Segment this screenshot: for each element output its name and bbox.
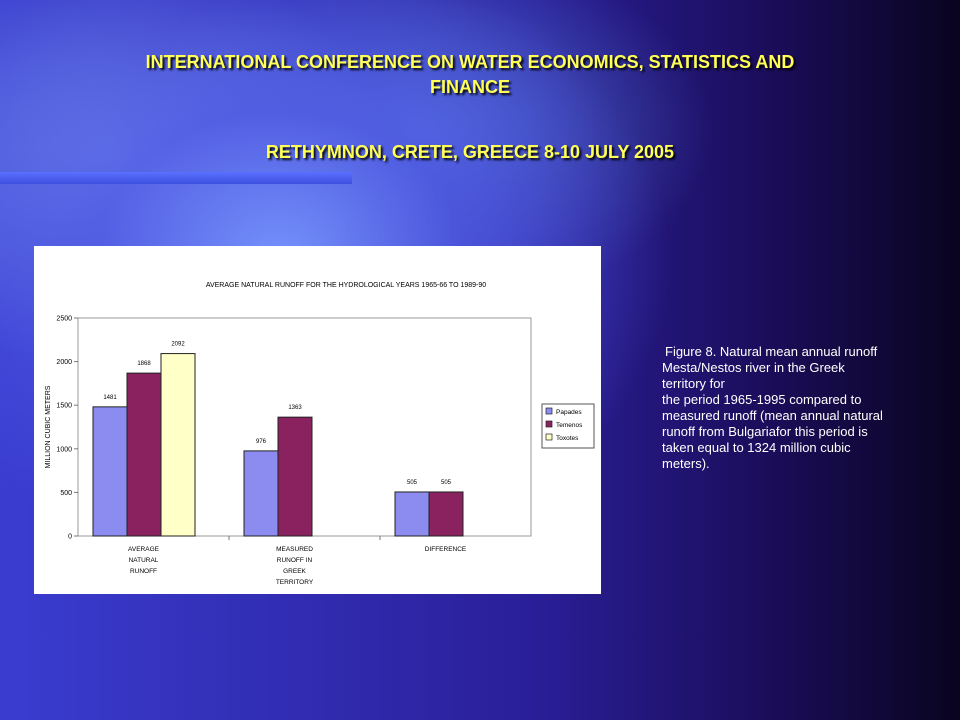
data-label: 2092 [171, 342, 185, 348]
slide-title-line-1: INTERNATIONAL CONFERENCE ON WATER ECONOM… [145, 52, 795, 72]
slide-title-line-2: FINANCE [430, 77, 510, 97]
caption-line: meters). [662, 456, 710, 471]
legend-swatch-temenos [545, 420, 553, 428]
bar-papades [394, 491, 430, 537]
x-category-label: DIFFERENCE [425, 546, 467, 553]
data-label: 505 [441, 480, 452, 486]
caption-line: Mesta/Nestos river in the Greek [662, 360, 845, 375]
x-category-label: AVERAGE [128, 546, 160, 553]
bar-papades [92, 406, 128, 537]
caption-line: measured runoff (mean annual natural [662, 408, 883, 423]
bar-temenos [277, 416, 313, 537]
data-label: 1363 [288, 405, 302, 411]
figure-caption: Figure 8. Natural mean annual runoff Mest… [662, 344, 942, 472]
data-label: 976 [256, 439, 267, 445]
runoff-bar-chart: AVERAGE NATURAL RUNOFF FOR THE HYDROLOGI… [45, 282, 595, 586]
y-tick-label: 1500 [56, 403, 72, 410]
bar-temenos [126, 372, 162, 537]
x-category-label: GREEK [283, 568, 306, 575]
x-category-label: MEASURED [276, 546, 313, 553]
caption-line: territory for [662, 376, 725, 391]
legend-label: Papades [556, 409, 582, 416]
data-label: 1481 [103, 395, 117, 401]
x-category-label: NATURAL [129, 557, 159, 564]
data-label: 1868 [137, 361, 151, 367]
x-category-label: RUNOFF IN [277, 557, 313, 564]
bar-temenos [428, 491, 464, 537]
y-tick-label: 0 [68, 534, 72, 541]
caption-line: the period 1965-1995 compared to [662, 392, 862, 407]
chart-panel: AVERAGE NATURAL RUNOFF FOR THE HYDROLOGI… [34, 246, 601, 594]
x-category-label: TERRITORY [276, 579, 314, 586]
y-tick-label: 2000 [56, 359, 72, 366]
data-label: 505 [407, 480, 418, 486]
y-tick-label: 500 [60, 490, 72, 497]
y-tick-label: 2500 [56, 316, 72, 323]
slide-subtitle: RETHYMNON, CRETE, GREECE 8-10 JULY 2005 [265, 142, 675, 162]
legend-label: Temenos [556, 422, 583, 429]
slide-title: INTERNATIONAL CONFERENCE ON WATER ECONOM… [70, 50, 870, 100]
title-rule [0, 172, 352, 184]
y-tick-label: 1000 [56, 446, 72, 453]
bar-papades [243, 450, 279, 537]
legend-swatch-toxotes [545, 433, 553, 441]
legend-swatch-papades [545, 407, 553, 415]
y-axis-label: MILLION CUBIC METERS [45, 385, 52, 468]
chart-title: AVERAGE NATURAL RUNOFF FOR THE HYDROLOGI… [206, 282, 486, 289]
caption-line: runoff from Bulgariafor this period is [662, 424, 868, 439]
x-category-label: RUNOFF [130, 568, 157, 575]
bar-toxotes [160, 353, 196, 537]
legend-label: Toxotes [556, 435, 579, 442]
caption-line: Figure 8. Natural mean annual runoff [665, 344, 878, 359]
caption-line: taken equal to 1324 million cubic [662, 440, 851, 455]
